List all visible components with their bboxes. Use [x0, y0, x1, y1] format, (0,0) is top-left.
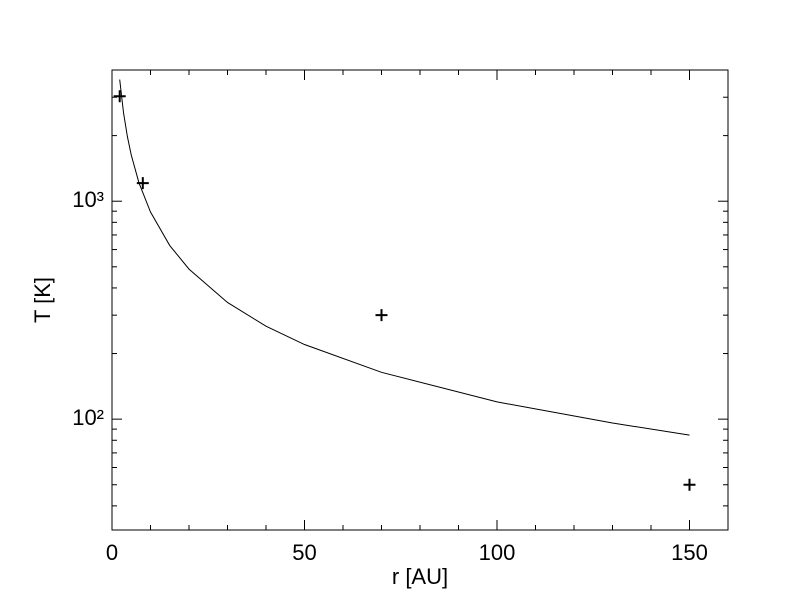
y-axis-label: T [K] [30, 277, 55, 323]
x-tick-label: 50 [292, 540, 316, 565]
plus-marker [375, 309, 388, 322]
y-tick-label: 10³ [72, 187, 104, 212]
curve [119, 79, 690, 436]
plus-marker [113, 90, 126, 103]
plot-frame [111, 69, 729, 531]
plus-marker [136, 177, 149, 190]
plus-marker [683, 478, 696, 491]
x-tick-label: 0 [106, 540, 118, 565]
x-tick-label: 150 [671, 540, 708, 565]
x-axis-label: r [AU] [392, 564, 448, 589]
x-tick-label: 100 [479, 540, 516, 565]
y-tick-label: 10² [72, 405, 104, 430]
